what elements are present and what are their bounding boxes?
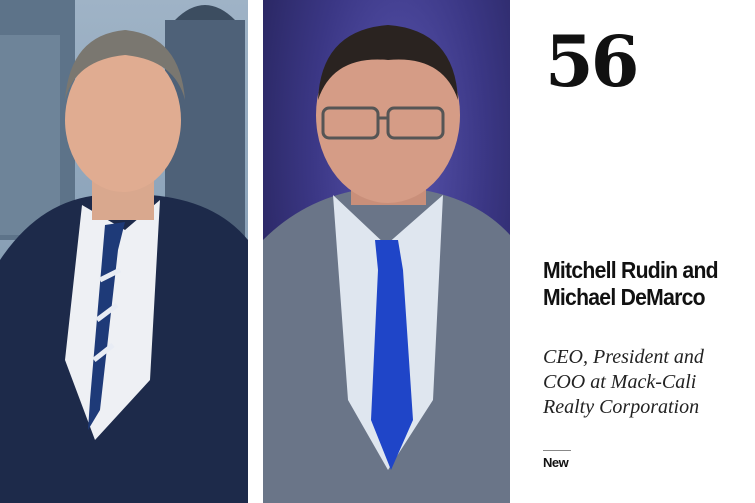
rank-number: 56: [545, 20, 639, 103]
portrait-illustration: [263, 25, 510, 503]
honoree-title: CEO, President and COO at Mack-Cali Real…: [543, 346, 704, 418]
divider: [543, 450, 571, 451]
portrait-mitchell-rudin: [0, 0, 248, 503]
portrait-michael-demarco: [263, 0, 510, 503]
status-badge: New: [543, 455, 569, 470]
portrait-illustration: [0, 0, 248, 503]
honoree-name: Mitchell Rudin and Michael DeMarco: [543, 257, 719, 310]
